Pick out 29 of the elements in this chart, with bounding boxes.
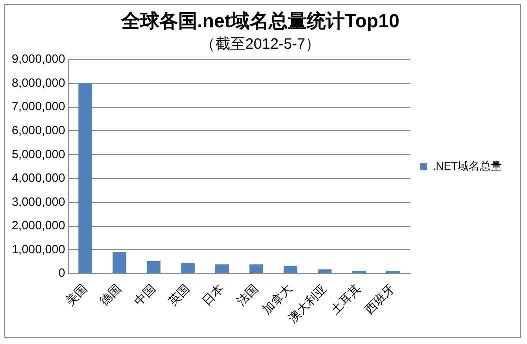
- y-tick-label: 7,000,000: [12, 100, 66, 114]
- y-tick-label: 9,000,000: [12, 52, 66, 66]
- bar: [318, 270, 332, 274]
- y-tick-label: 1,000,000: [12, 242, 66, 256]
- x-tick-label: 德国: [97, 282, 124, 308]
- y-tick-label: 0: [58, 266, 66, 280]
- x-tick-label: 英国: [166, 282, 193, 308]
- bar: [112, 252, 127, 274]
- y-tick-label: 4,000,000: [12, 171, 66, 186]
- x-tick-label: 中国: [131, 282, 158, 308]
- bar: [215, 264, 230, 274]
- y-tick-label: 5,000,000: [12, 147, 66, 162]
- y-tick-label: 2,000,000: [12, 218, 66, 233]
- x-tick-label: 日本: [200, 282, 227, 308]
- y-tick-label: 6,000,000: [12, 123, 66, 138]
- bar: [147, 261, 161, 274]
- x-tick-label: 法国: [234, 282, 261, 308]
- bar: [181, 263, 195, 274]
- bar: [78, 84, 92, 274]
- y-tick-label: 3,000,000: [12, 194, 66, 209]
- y-tick-label: 8,000,000: [12, 76, 66, 90]
- legend-label: .NET域名总量: [432, 160, 502, 174]
- x-tick-label: 美国: [63, 282, 90, 308]
- bar: [284, 266, 298, 274]
- x-tick-label: 土耳其: [328, 282, 364, 317]
- chart-title: 全球各国.net域名总量统计Top10: [120, 10, 400, 33]
- bar: [250, 264, 264, 274]
- chart-subtitle: （截至2012-5-7）: [200, 36, 321, 53]
- x-tick-label: 西班牙: [362, 282, 398, 317]
